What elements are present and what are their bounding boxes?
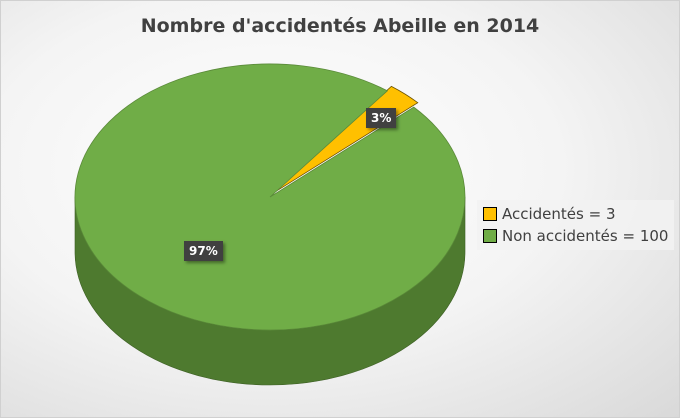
data-label-non-accidentes: 97% bbox=[184, 241, 223, 261]
legend-swatch bbox=[483, 229, 497, 243]
legend: Accidentés = 3 Non accidentés = 100 bbox=[477, 200, 675, 250]
legend-label: Accidentés = 3 bbox=[502, 205, 616, 223]
legend-swatch bbox=[483, 207, 497, 221]
chart-title: Nombre d'accidentés Abeille en 2014 bbox=[140, 15, 540, 37]
legend-item-non-accidentes: Non accidentés = 100 bbox=[483, 225, 668, 247]
pie-slice-1 bbox=[74, 63, 466, 331]
legend-label: Non accidentés = 100 bbox=[502, 227, 669, 245]
data-label-accidentes: 3% bbox=[366, 108, 397, 128]
legend-item-accidentes: Accidentés = 3 bbox=[483, 203, 668, 225]
